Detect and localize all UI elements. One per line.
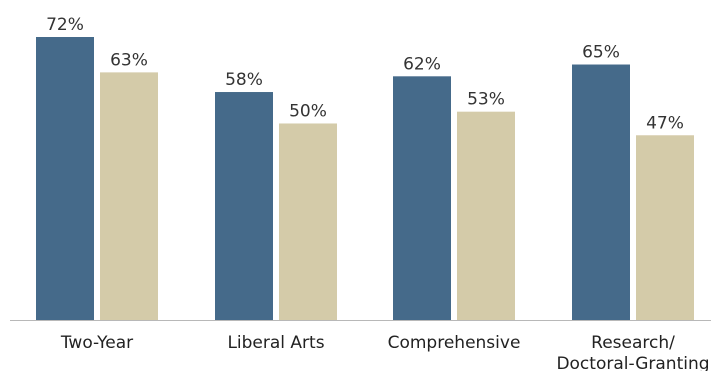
data-label-3-series-0: 65%: [582, 43, 620, 63]
data-label-0-series-0: 72%: [46, 15, 84, 35]
bar-3-series-0: [572, 64, 630, 320]
x-tick-label-3: Research/Doctoral-Granting: [556, 333, 709, 371]
data-label-2-series-0: 62%: [403, 54, 441, 74]
bars-group: [36, 37, 694, 321]
x-tick-label-1: Liberal Arts: [227, 333, 324, 353]
x-tick-label-0: Two-Year: [60, 333, 133, 353]
data-label-1-series-0: 58%: [225, 70, 263, 90]
data-labels-group: 72% 63% 58% 50% 62% 53% 65% 47%: [46, 15, 684, 133]
data-label-3-series-1: 47%: [646, 113, 684, 133]
data-label-2-series-1: 53%: [467, 90, 505, 110]
x-tick-labels-group: Two-Year Liberal Arts Comprehensive Researc…: [60, 333, 710, 371]
bar-3-series-1: [636, 135, 694, 320]
bar-0-series-0: [36, 37, 94, 320]
bar-1-series-0: [215, 92, 273, 321]
bar-0-series-1: [100, 72, 158, 320]
data-label-1-series-1: 50%: [289, 101, 327, 121]
bar-2-series-0: [393, 76, 451, 320]
bar-1-series-1: [279, 123, 337, 320]
bar-2-series-1: [457, 111, 515, 320]
data-label-0-series-1: 63%: [110, 50, 148, 70]
x-tick-label-2: Comprehensive: [388, 333, 521, 353]
